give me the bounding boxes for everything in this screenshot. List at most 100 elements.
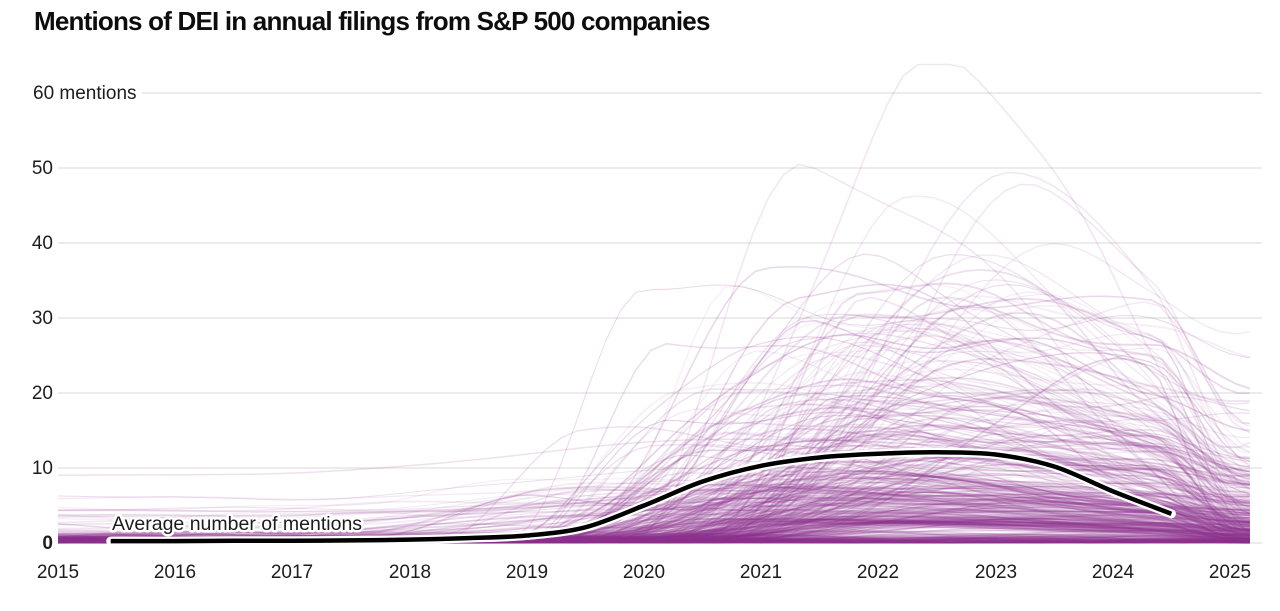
company-line — [57, 521, 1250, 543]
y-tick-50: 50 — [32, 158, 53, 179]
company-line — [57, 456, 1250, 542]
company-line — [57, 284, 1251, 544]
company-line — [57, 425, 1251, 544]
company-line — [57, 494, 1250, 517]
company-line — [58, 518, 1250, 541]
company-line — [58, 520, 1250, 543]
company-line — [57, 474, 1250, 543]
company-line — [57, 301, 1251, 544]
company-line — [57, 517, 1250, 543]
company-line — [57, 352, 1251, 541]
company-line — [57, 529, 1250, 538]
company-line — [57, 376, 1250, 543]
x-tick-2016: 2016 — [154, 562, 196, 583]
company-line — [57, 516, 1250, 543]
company-line — [58, 519, 1250, 541]
company-line — [57, 473, 1250, 542]
company-line — [57, 467, 1250, 501]
company-line — [58, 519, 1250, 544]
company-line — [57, 512, 1250, 541]
company-line — [57, 485, 1250, 543]
company-line — [58, 522, 1250, 543]
company-line — [57, 388, 1250, 544]
company-line — [57, 518, 1250, 543]
company-line — [57, 405, 1251, 543]
company-line — [57, 433, 1250, 539]
company-line — [57, 470, 1250, 544]
company-line — [57, 498, 1250, 544]
company-line — [58, 519, 1250, 543]
company-line — [57, 500, 1250, 540]
company-line — [57, 507, 1250, 541]
company-line — [57, 532, 1250, 543]
company-line — [58, 465, 1250, 541]
company-line — [58, 510, 1250, 544]
company-line — [57, 495, 1250, 540]
company-line — [57, 519, 1250, 543]
company-line — [57, 354, 1251, 542]
company-line — [57, 430, 1251, 544]
x-tick-2017: 2017 — [271, 562, 313, 583]
company-line — [57, 435, 1250, 543]
company-line — [57, 511, 1250, 534]
company-line — [58, 485, 1250, 542]
company-line — [57, 493, 1250, 540]
y-tick-60-mentions: 60 mentions — [33, 83, 137, 104]
company-line — [58, 345, 1251, 543]
company-line — [57, 489, 1250, 544]
company-line — [58, 518, 1250, 540]
company-line — [57, 504, 1250, 544]
company-line — [57, 475, 1250, 543]
company-line — [58, 520, 1250, 542]
company-line — [57, 512, 1250, 544]
company-line — [57, 350, 1250, 544]
company-line — [57, 398, 1250, 543]
company-line — [57, 434, 1251, 542]
y-tick-40: 40 — [32, 233, 53, 254]
company-line — [58, 518, 1250, 543]
company-line — [57, 498, 1250, 542]
company-line — [57, 383, 1250, 544]
company-line — [57, 497, 1250, 542]
company-line — [58, 520, 1250, 541]
company-line — [57, 510, 1250, 543]
company-line — [57, 522, 1250, 543]
company-line — [57, 476, 1250, 544]
company-line — [57, 383, 1250, 544]
company-line — [57, 483, 1250, 543]
company-line — [57, 470, 1250, 541]
company-line — [57, 502, 1250, 521]
company-line — [57, 456, 1251, 541]
company-line — [58, 512, 1250, 543]
company-line — [57, 423, 1250, 544]
company-line — [57, 515, 1250, 542]
company-line — [58, 283, 1251, 544]
company-line — [57, 357, 1250, 542]
company-line — [57, 451, 1250, 543]
company-line — [57, 500, 1250, 543]
company-line — [57, 529, 1250, 537]
company-line — [57, 481, 1250, 542]
company-line — [57, 502, 1250, 534]
company-line — [57, 514, 1250, 543]
company-line — [57, 399, 1251, 542]
company-line — [57, 530, 1250, 537]
y-tick-20: 20 — [32, 383, 53, 404]
company-line — [57, 496, 1250, 540]
company-line — [58, 480, 1250, 544]
x-tick-2025: 2025 — [1209, 562, 1251, 583]
company-line — [58, 515, 1250, 543]
x-tick-2015: 2015 — [37, 562, 79, 583]
company-line — [57, 507, 1250, 542]
company-line — [57, 449, 1250, 542]
company-line — [57, 408, 1250, 544]
company-line — [57, 334, 1250, 544]
x-tick-2024: 2024 — [1092, 562, 1135, 583]
company-line — [57, 529, 1250, 538]
company-line — [58, 518, 1250, 544]
company-line — [57, 454, 1251, 543]
company-line — [58, 504, 1250, 544]
company-line — [57, 499, 1250, 541]
company-line — [57, 506, 1250, 541]
company-line — [57, 517, 1250, 543]
